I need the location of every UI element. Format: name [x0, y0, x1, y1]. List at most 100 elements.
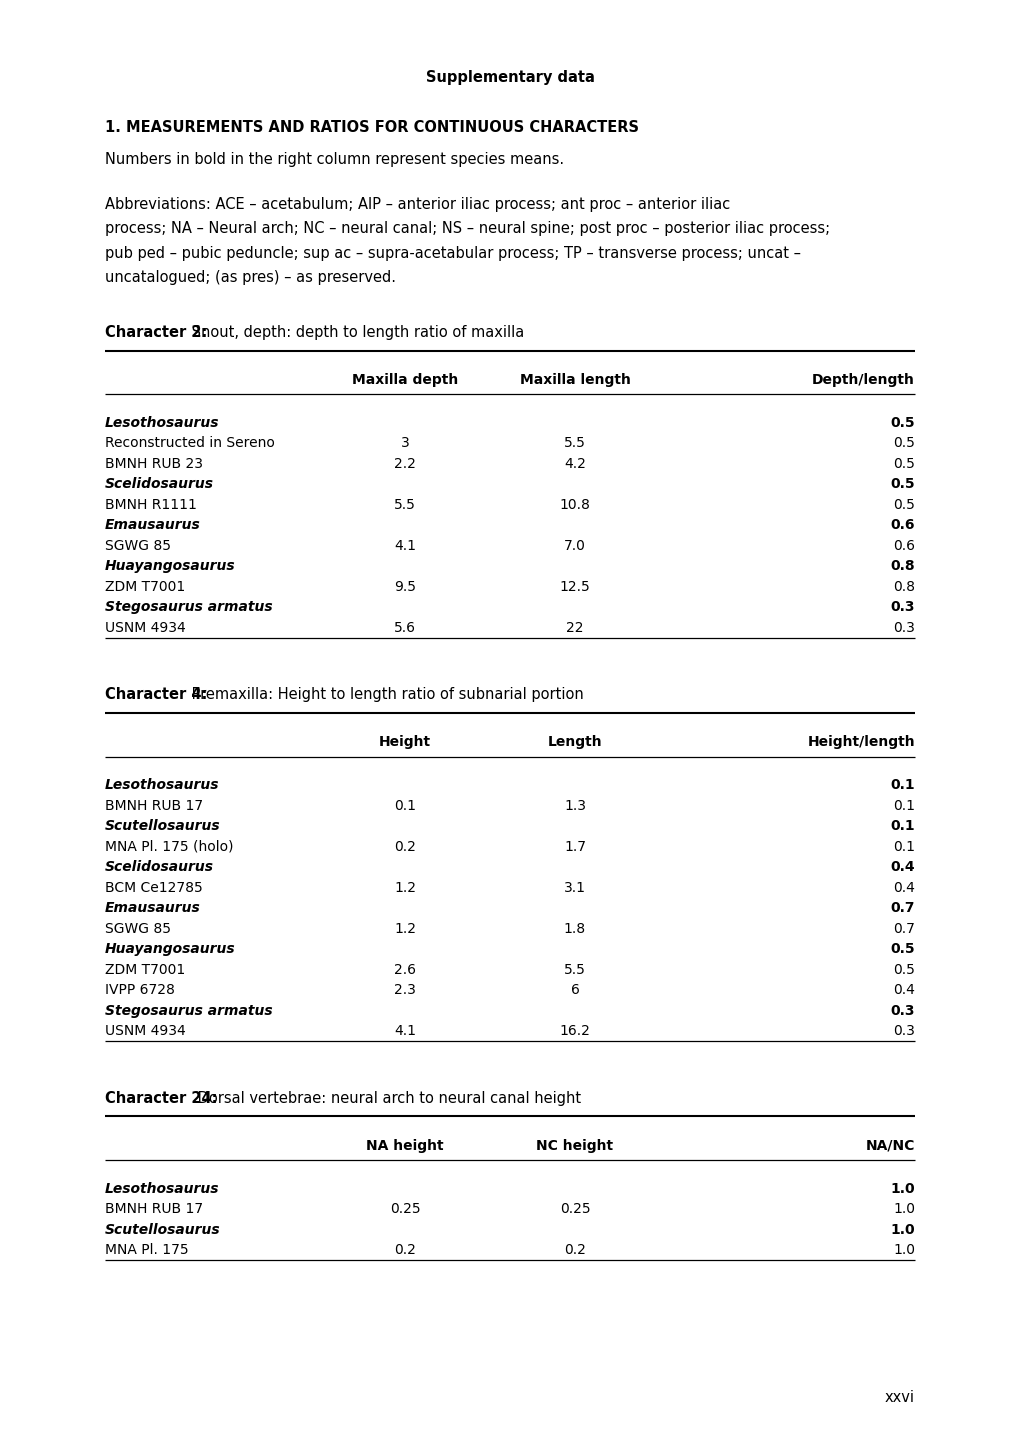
Text: 5.5: 5.5 — [393, 498, 416, 512]
Text: MNA Pl. 175 (holo): MNA Pl. 175 (holo) — [105, 840, 233, 854]
Text: Abbreviations: ACE – acetabulum; AIP – anterior iliac process; ant proc – anteri: Abbreviations: ACE – acetabulum; AIP – a… — [105, 198, 730, 212]
Text: 0.5: 0.5 — [893, 436, 914, 450]
Text: Dorsal vertebrae: neural arch to neural canal height: Dorsal vertebrae: neural arch to neural … — [194, 1091, 581, 1105]
Text: Scutellosaurus: Scutellosaurus — [105, 1224, 220, 1237]
Text: 0.8: 0.8 — [890, 560, 914, 573]
Text: 1.8: 1.8 — [564, 922, 586, 937]
Text: USNM 4934: USNM 4934 — [105, 620, 185, 635]
Text: BMNH RUB 17: BMNH RUB 17 — [105, 799, 203, 812]
Text: 0.4: 0.4 — [893, 984, 914, 997]
Text: 4.1: 4.1 — [393, 1025, 416, 1039]
Text: 2.3: 2.3 — [393, 984, 416, 997]
Text: 1.0: 1.0 — [890, 1224, 914, 1237]
Text: Reconstructed in Sereno: Reconstructed in Sereno — [105, 436, 274, 450]
Text: 0.1: 0.1 — [890, 779, 914, 792]
Text: 4.1: 4.1 — [393, 540, 416, 553]
Text: MNA Pl. 175: MNA Pl. 175 — [105, 1244, 189, 1257]
Text: 4.2: 4.2 — [564, 457, 585, 470]
Text: Length: Length — [547, 736, 602, 749]
Text: 0.1: 0.1 — [890, 820, 914, 834]
Text: process; NA – Neural arch; NC – neural canal; NS – neural spine; post proc – pos: process; NA – Neural arch; NC – neural c… — [105, 221, 829, 237]
Text: USNM 4934: USNM 4934 — [105, 1025, 185, 1039]
Text: 1.0: 1.0 — [892, 1244, 914, 1257]
Text: uncatalogued; (as pres) – as preserved.: uncatalogued; (as pres) – as preserved. — [105, 270, 395, 286]
Text: Maxilla depth: Maxilla depth — [352, 372, 458, 387]
Text: Snout, depth: depth to length ratio of maxilla: Snout, depth: depth to length ratio of m… — [186, 325, 524, 341]
Text: IVPP 6728: IVPP 6728 — [105, 984, 174, 997]
Text: 0.3: 0.3 — [890, 600, 914, 615]
Text: Maxilla length: Maxilla length — [519, 372, 630, 387]
Text: 1.0: 1.0 — [890, 1182, 914, 1196]
Text: 0.5: 0.5 — [890, 416, 914, 430]
Text: Lesothosaurus: Lesothosaurus — [105, 416, 219, 430]
Text: 0.5: 0.5 — [890, 478, 914, 492]
Text: 0.4: 0.4 — [890, 860, 914, 874]
Text: Scelidosaurus: Scelidosaurus — [105, 860, 214, 874]
Text: 1.0: 1.0 — [892, 1202, 914, 1216]
Text: 2.6: 2.6 — [393, 962, 416, 977]
Text: 0.5: 0.5 — [893, 498, 914, 512]
Text: 5.5: 5.5 — [564, 962, 585, 977]
Text: Character 2:: Character 2: — [105, 325, 207, 341]
Text: Emausaurus: Emausaurus — [105, 902, 201, 915]
Text: 1.2: 1.2 — [393, 882, 416, 895]
Text: 5.5: 5.5 — [564, 436, 585, 450]
Text: 0.2: 0.2 — [393, 840, 416, 854]
Text: 10.8: 10.8 — [559, 498, 590, 512]
Text: pub ped – pubic peduncle; sup ac – supra-acetabular process; TP – transverse pro: pub ped – pubic peduncle; sup ac – supra… — [105, 245, 800, 261]
Text: 0.7: 0.7 — [890, 902, 914, 915]
Text: 0.3: 0.3 — [893, 620, 914, 635]
Text: NA height: NA height — [366, 1139, 443, 1153]
Text: Huayangosaurus: Huayangosaurus — [105, 942, 235, 957]
Text: Supplementary data: Supplementary data — [425, 71, 594, 85]
Text: 0.5: 0.5 — [893, 962, 914, 977]
Text: 1. MEASUREMENTS AND RATIOS FOR CONTINUOUS CHARACTERS: 1. MEASUREMENTS AND RATIOS FOR CONTINUOU… — [105, 120, 638, 136]
Text: Scutellosaurus: Scutellosaurus — [105, 820, 220, 834]
Text: 2.2: 2.2 — [393, 457, 416, 470]
Text: BCM Ce12785: BCM Ce12785 — [105, 882, 203, 895]
Text: BMNH RUB 17: BMNH RUB 17 — [105, 1202, 203, 1216]
Text: 0.1: 0.1 — [393, 799, 416, 812]
Text: 0.1: 0.1 — [892, 840, 914, 854]
Text: 0.25: 0.25 — [389, 1202, 420, 1216]
Text: Character 24:: Character 24: — [105, 1091, 217, 1105]
Text: NA/NC: NA/NC — [865, 1139, 914, 1153]
Text: Lesothosaurus: Lesothosaurus — [105, 779, 219, 792]
Text: Premaxilla: Height to length ratio of subnarial portion: Premaxilla: Height to length ratio of su… — [186, 687, 583, 703]
Text: xxvi: xxvi — [884, 1390, 914, 1405]
Text: 5.6: 5.6 — [393, 620, 416, 635]
Text: ZDM T7001: ZDM T7001 — [105, 962, 185, 977]
Text: ZDM T7001: ZDM T7001 — [105, 580, 185, 595]
Text: 22: 22 — [566, 620, 583, 635]
Text: 1.3: 1.3 — [564, 799, 586, 812]
Text: 12.5: 12.5 — [559, 580, 590, 595]
Text: Depth/length: Depth/length — [811, 372, 914, 387]
Text: 16.2: 16.2 — [559, 1025, 590, 1039]
Text: 3: 3 — [400, 436, 409, 450]
Text: Scelidosaurus: Scelidosaurus — [105, 478, 214, 492]
Text: Numbers in bold in the right column represent species means.: Numbers in bold in the right column repr… — [105, 152, 564, 167]
Text: 9.5: 9.5 — [393, 580, 416, 595]
Text: 0.6: 0.6 — [892, 540, 914, 553]
Text: Lesothosaurus: Lesothosaurus — [105, 1182, 219, 1196]
Text: Character 4:: Character 4: — [105, 687, 207, 703]
Text: 0.4: 0.4 — [893, 882, 914, 895]
Text: Height/length: Height/length — [807, 736, 914, 749]
Text: 0.7: 0.7 — [893, 922, 914, 937]
Text: Emausaurus: Emausaurus — [105, 518, 201, 532]
Text: 0.1: 0.1 — [892, 799, 914, 812]
Text: 0.2: 0.2 — [564, 1244, 585, 1257]
Text: 1.7: 1.7 — [564, 840, 586, 854]
Text: 0.5: 0.5 — [890, 942, 914, 957]
Text: 3.1: 3.1 — [564, 882, 586, 895]
Text: 0.5: 0.5 — [893, 457, 914, 470]
Text: 0.8: 0.8 — [892, 580, 914, 595]
Text: 1.2: 1.2 — [393, 922, 416, 937]
Text: 0.3: 0.3 — [893, 1025, 914, 1039]
Text: Huayangosaurus: Huayangosaurus — [105, 560, 235, 573]
Text: 0.6: 0.6 — [890, 518, 914, 532]
Text: BMNH R1111: BMNH R1111 — [105, 498, 197, 512]
Text: 0.25: 0.25 — [559, 1202, 590, 1216]
Text: BMNH RUB 23: BMNH RUB 23 — [105, 457, 203, 470]
Text: 6: 6 — [570, 984, 579, 997]
